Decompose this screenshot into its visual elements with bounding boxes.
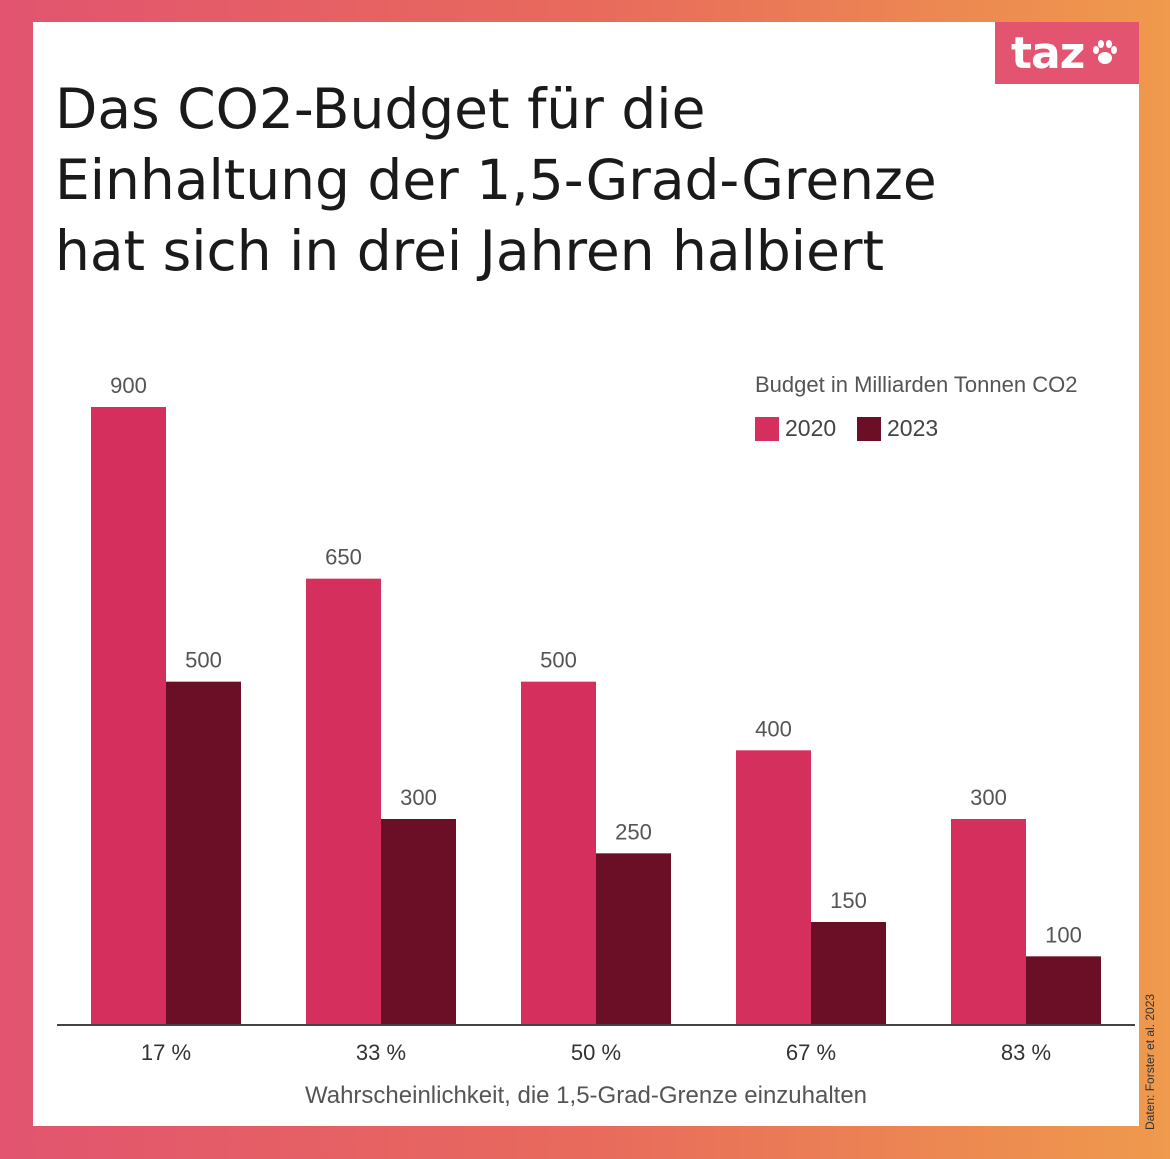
title-line-2: Einhaltung der 1,5-Grad-Grenze [55,148,937,212]
legend-label-2023: 2023 [887,415,939,441]
data-label-2020-3: 500 [540,648,577,673]
legend-item-2020: 2020 [755,415,836,442]
data-label-2023-3: 250 [615,819,652,844]
title-line-1: Das CO2-Budget für die [55,77,706,141]
logo-text: taz [1011,27,1085,79]
paw-icon [1093,40,1118,64]
data-label-2020-5: 300 [970,785,1007,810]
bar-2023-5 [1026,956,1101,1025]
x-axis-label: Wahrscheinlichkeit, die 1,5-Grad-Grenze … [304,1082,868,1109]
bar-2020-4 [736,750,811,1025]
data-label-2023-5: 100 [1045,922,1082,947]
bar-2020-5 [951,819,1026,1025]
legend-title: Budget in Milliarden Tonnen CO2 [755,372,1078,397]
bar-2020-1 [91,407,166,1025]
x-tick-label-2: 33 % [356,1040,406,1065]
data-label-2023-1: 500 [185,648,222,673]
bar-2020-2 [306,578,381,1025]
x-tick-label-3: 50 % [571,1040,621,1065]
data-label-2023-2: 300 [400,785,437,810]
data-label-2020-4: 400 [755,716,792,741]
chart-title: Das CO2-Budget für die Einhaltung der 1,… [55,74,1055,287]
data-label-2020-2: 650 [325,545,362,570]
x-tick-label-4: 67 % [786,1040,836,1065]
x-tick-label-1: 17 % [141,1040,191,1065]
x-tick-label-5: 83 % [1001,1040,1051,1065]
legend-label-2020: 2020 [785,415,837,441]
bar-2023-4 [811,922,886,1025]
bar-2023-1 [166,681,241,1025]
bar-2023-3 [596,853,671,1025]
taz-logo: taz [995,22,1139,84]
bar-2020-3 [521,681,596,1025]
bar-2023-2 [381,819,456,1025]
legend-swatch-2023 [857,416,881,441]
data-label-2023-4: 150 [830,888,867,913]
title-line-3: hat sich in drei Jahren halbiert [55,219,885,283]
source-note: Daten: Forster et al. 2023 [1143,993,1157,1130]
legend-item-2023: 2023 [857,415,938,442]
legend-swatch-2020 [755,416,779,441]
data-label-2020-1: 900 [110,373,147,398]
